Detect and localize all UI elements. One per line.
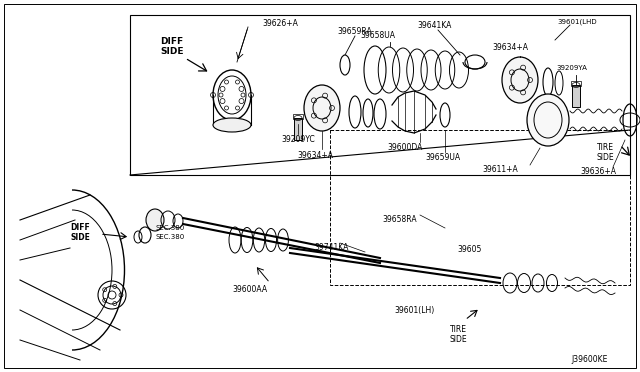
Bar [571,81,581,86]
Text: 39600DA: 39600DA [387,144,422,153]
Ellipse shape [146,209,164,231]
Text: SIDE: SIDE [70,234,90,243]
Text: DIFF: DIFF [161,38,184,46]
Text: 39636+A: 39636+A [580,167,616,176]
Text: 39626+A: 39626+A [262,19,298,29]
Text: J39600KE: J39600KE [572,356,608,365]
Text: 39601(LH): 39601(LH) [395,305,435,314]
Text: 39659RA: 39659RA [338,26,372,35]
Text: SIDE: SIDE [449,336,467,344]
Text: SIDE: SIDE [160,48,184,57]
Text: DIFF: DIFF [70,224,90,232]
Text: 39605: 39605 [458,246,482,254]
Bar [294,118,302,140]
Text: 39659UA: 39659UA [426,154,461,163]
Text: 39658RA: 39658RA [383,215,417,224]
Text: 39634+A: 39634+A [297,151,333,160]
Ellipse shape [502,57,538,103]
Text: TIRE: TIRE [449,326,467,334]
Ellipse shape [304,85,340,131]
Ellipse shape [527,94,569,146]
Text: TIRE: TIRE [597,144,614,153]
Ellipse shape [213,118,251,132]
Text: 39209YA: 39209YA [557,65,588,71]
Text: 39641KA: 39641KA [418,20,452,29]
Text: SIDE: SIDE [596,154,614,163]
Bar [572,85,580,107]
Text: 39601(LHD: 39601(LHD [557,19,597,25]
Text: 39611+A: 39611+A [482,166,518,174]
Bar [330,130,630,285]
Text: SEC.380: SEC.380 [155,234,184,240]
Text: SEC.380: SEC.380 [155,225,184,231]
Text: 39658UA: 39658UA [360,31,396,39]
Text: 39741KA: 39741KA [315,244,349,253]
Bar [130,15,630,175]
Text: 39600AA: 39600AA [232,285,268,295]
Text: 39634+A: 39634+A [492,44,528,52]
Bar [293,114,303,119]
Text: 39209YC: 39209YC [281,135,315,144]
